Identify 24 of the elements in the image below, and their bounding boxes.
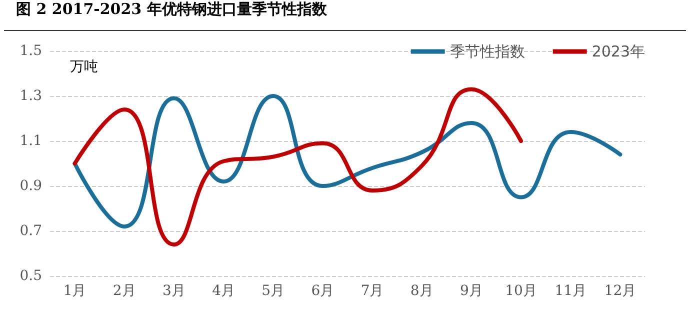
- y-axis-title: 万吨: [70, 58, 98, 74]
- x-tick-label: 7月: [360, 283, 384, 299]
- line-series: [72, 94, 622, 228]
- y-tick-label: 0.5: [20, 268, 42, 284]
- y-tick-label: 1.3: [20, 88, 42, 104]
- x-tick-label: 12月: [604, 283, 636, 299]
- legend-label: 2023年: [592, 42, 646, 60]
- x-tick-label: 5月: [262, 283, 285, 299]
- line-series: [72, 87, 524, 246]
- y-tick-label: 0.7: [20, 223, 42, 239]
- x-tick-label: 2月: [112, 283, 136, 299]
- x-tick-label: 4月: [212, 283, 236, 299]
- y-tick-label: 1.5: [20, 43, 42, 59]
- x-tick-label: 11月: [554, 283, 587, 299]
- chart-title: 图 2 2017-2023 年优特钢进口量季节性指数: [4, 0, 686, 31]
- x-tick-label: 9月: [460, 283, 483, 299]
- x-tick-label: 3月: [162, 283, 186, 299]
- x-tick-label: 1月: [63, 283, 86, 299]
- y-tick-label: 0.9: [20, 178, 42, 194]
- x-tick-label: 6月: [311, 283, 334, 299]
- x-tick-label: 10月: [505, 283, 537, 299]
- x-tick-label: 8月: [410, 283, 434, 299]
- legend-label: 季节性指数: [450, 42, 525, 60]
- y-tick-label: 1.1: [20, 133, 42, 149]
